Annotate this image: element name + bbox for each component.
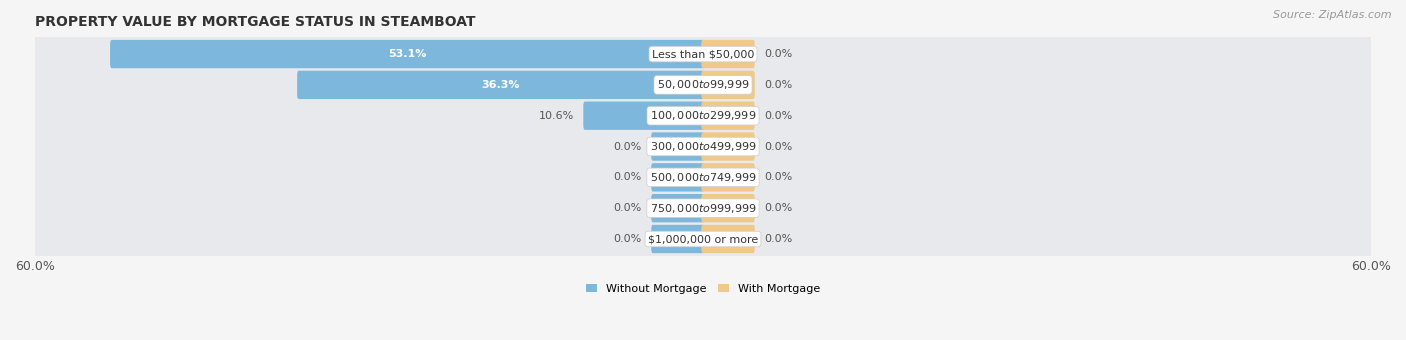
FancyBboxPatch shape xyxy=(651,132,704,161)
Text: $50,000 to $99,999: $50,000 to $99,999 xyxy=(657,79,749,91)
Text: $1,000,000 or more: $1,000,000 or more xyxy=(648,234,758,244)
Text: 0.0%: 0.0% xyxy=(765,111,793,121)
Text: $100,000 to $299,999: $100,000 to $299,999 xyxy=(650,109,756,122)
FancyBboxPatch shape xyxy=(702,71,755,99)
FancyBboxPatch shape xyxy=(651,194,704,222)
Text: 0.0%: 0.0% xyxy=(613,234,641,244)
Text: 0.0%: 0.0% xyxy=(765,172,793,182)
FancyBboxPatch shape xyxy=(651,225,704,253)
FancyBboxPatch shape xyxy=(702,163,755,191)
Text: $750,000 to $999,999: $750,000 to $999,999 xyxy=(650,202,756,215)
Text: 0.0%: 0.0% xyxy=(765,49,793,59)
FancyBboxPatch shape xyxy=(702,132,755,161)
Text: 53.1%: 53.1% xyxy=(388,49,426,59)
Text: PROPERTY VALUE BY MORTGAGE STATUS IN STEAMBOAT: PROPERTY VALUE BY MORTGAGE STATUS IN STE… xyxy=(35,15,475,29)
FancyBboxPatch shape xyxy=(31,93,1375,138)
Text: 36.3%: 36.3% xyxy=(482,80,520,90)
Text: 10.6%: 10.6% xyxy=(538,111,574,121)
FancyBboxPatch shape xyxy=(31,216,1375,262)
Text: 0.0%: 0.0% xyxy=(765,234,793,244)
Text: 0.0%: 0.0% xyxy=(613,172,641,182)
FancyBboxPatch shape xyxy=(702,194,755,222)
FancyBboxPatch shape xyxy=(31,185,1375,231)
FancyBboxPatch shape xyxy=(31,62,1375,108)
Text: 0.0%: 0.0% xyxy=(765,80,793,90)
FancyBboxPatch shape xyxy=(583,102,704,130)
Text: 0.0%: 0.0% xyxy=(765,141,793,152)
Text: $300,000 to $499,999: $300,000 to $499,999 xyxy=(650,140,756,153)
FancyBboxPatch shape xyxy=(702,40,755,68)
FancyBboxPatch shape xyxy=(702,225,755,253)
Text: $500,000 to $749,999: $500,000 to $749,999 xyxy=(650,171,756,184)
Text: Less than $50,000: Less than $50,000 xyxy=(652,49,754,59)
FancyBboxPatch shape xyxy=(110,40,704,68)
FancyBboxPatch shape xyxy=(702,102,755,130)
FancyBboxPatch shape xyxy=(651,163,704,191)
Legend: Without Mortgage, With Mortgage: Without Mortgage, With Mortgage xyxy=(582,279,824,299)
FancyBboxPatch shape xyxy=(297,71,704,99)
Text: 0.0%: 0.0% xyxy=(613,141,641,152)
Text: 0.0%: 0.0% xyxy=(765,203,793,213)
Text: Source: ZipAtlas.com: Source: ZipAtlas.com xyxy=(1274,10,1392,20)
FancyBboxPatch shape xyxy=(31,31,1375,77)
Text: 0.0%: 0.0% xyxy=(613,203,641,213)
FancyBboxPatch shape xyxy=(31,155,1375,200)
FancyBboxPatch shape xyxy=(31,124,1375,169)
